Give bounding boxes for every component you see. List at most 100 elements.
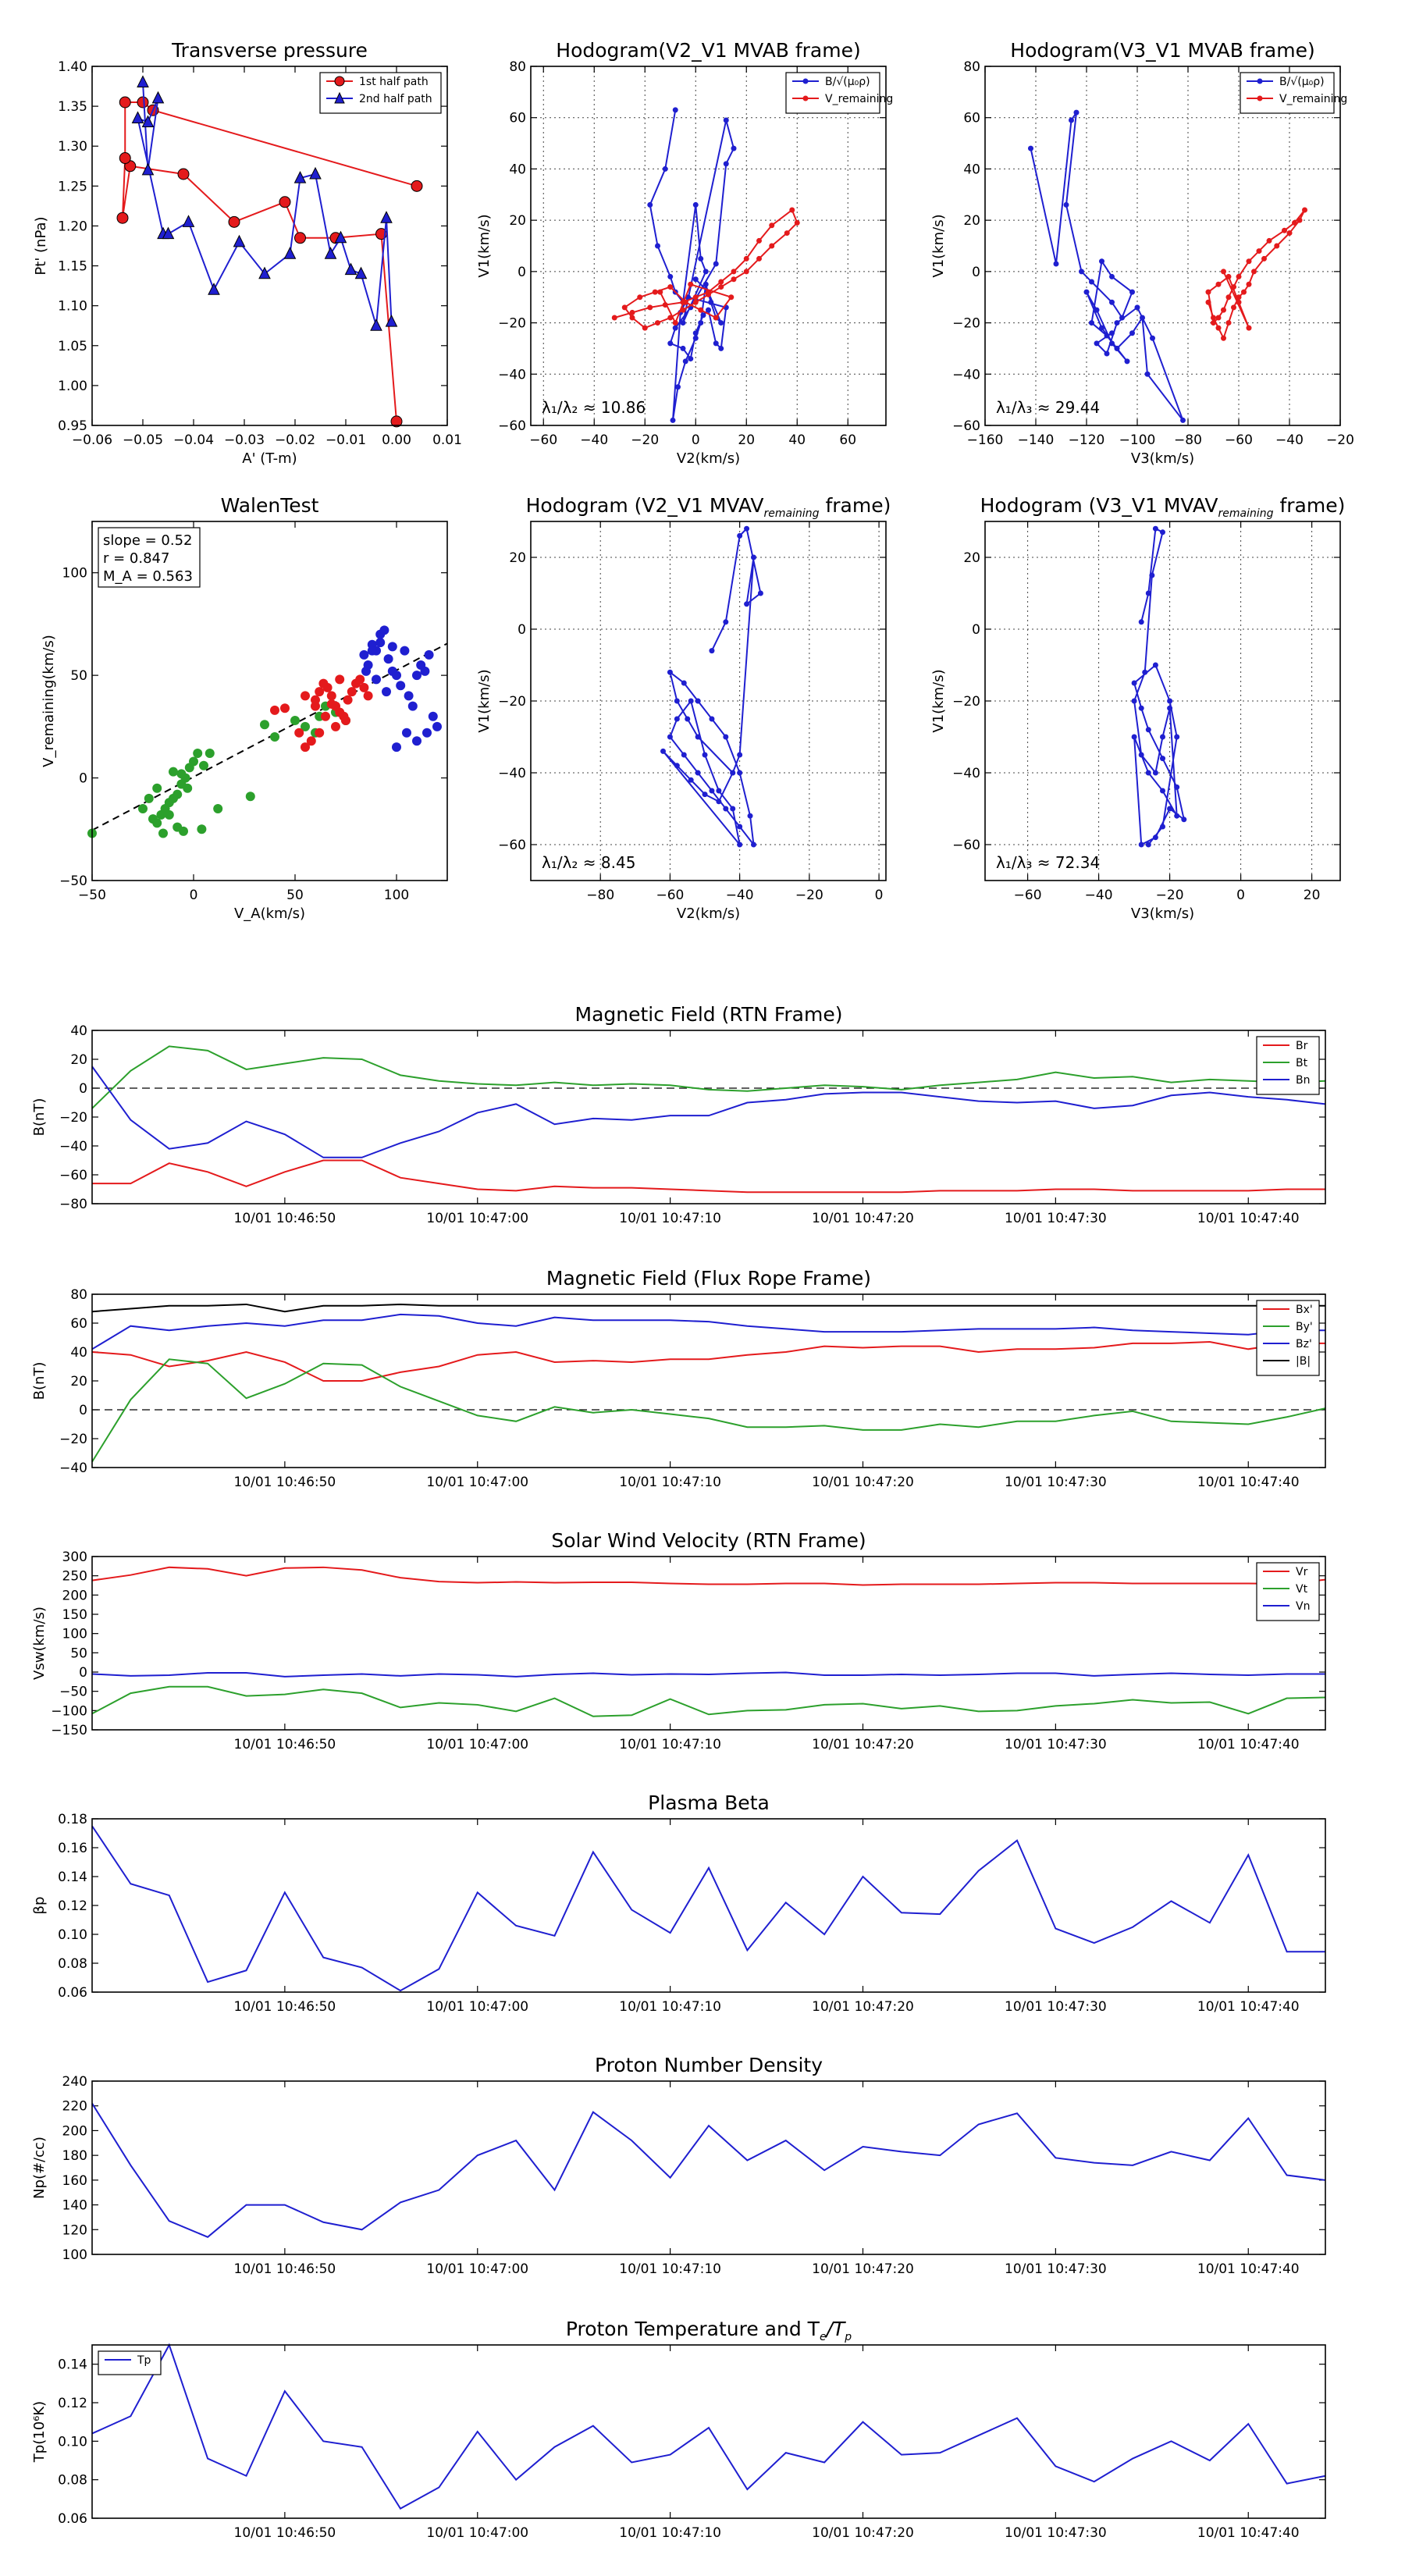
data-point bbox=[723, 734, 729, 740]
y-tick-label: 120 bbox=[62, 2222, 87, 2238]
y-tick-label: 0.18 bbox=[58, 1812, 87, 1827]
data-point bbox=[718, 345, 724, 351]
legend-label-Bt: Bt bbox=[1296, 1057, 1308, 1069]
stats-frame bbox=[98, 527, 201, 588]
series-line-Bz' bbox=[91, 1313, 1325, 1350]
plot-frame bbox=[984, 521, 1341, 881]
x-tick-label: 10/01 10:47:20 bbox=[812, 1475, 914, 1490]
legend-label-Bz': Bz' bbox=[1296, 1338, 1312, 1350]
fit-line bbox=[91, 642, 448, 831]
data-point bbox=[1160, 734, 1165, 740]
data-point bbox=[1145, 590, 1151, 596]
chart-title: Solar Wind Velocity (RTN Frame) bbox=[551, 1529, 866, 1552]
data-point bbox=[667, 340, 674, 347]
data-point bbox=[698, 320, 704, 326]
x-tick-label: −80 bbox=[1174, 432, 1202, 448]
data-point bbox=[692, 330, 699, 336]
data-point bbox=[647, 201, 653, 208]
data-point bbox=[1129, 289, 1135, 295]
y-axis-label: Vsw(km/s) bbox=[31, 1606, 48, 1680]
data-point bbox=[692, 294, 699, 301]
y-tick-label: −20 bbox=[59, 1110, 87, 1126]
legend-box bbox=[1256, 1036, 1320, 1095]
data-point bbox=[1225, 294, 1232, 301]
scatter-point bbox=[363, 691, 373, 701]
data-point bbox=[750, 554, 756, 560]
chart-title: WalenTest bbox=[221, 494, 319, 517]
data-point bbox=[1174, 734, 1180, 740]
x-tick-label: −80 bbox=[586, 888, 614, 903]
scatter-point bbox=[383, 654, 393, 664]
data-point bbox=[1152, 834, 1158, 841]
scatter-point bbox=[199, 760, 208, 770]
y-tick-label: 0.12 bbox=[58, 2396, 87, 2411]
data-point bbox=[228, 215, 240, 228]
data-point bbox=[119, 152, 131, 165]
data-point bbox=[672, 320, 678, 326]
data-point bbox=[1236, 294, 1242, 301]
data-point bbox=[119, 96, 131, 109]
legend-label-|B|: |B| bbox=[1296, 1355, 1311, 1368]
data-point bbox=[723, 619, 729, 625]
y-tick-label: −40 bbox=[59, 1139, 87, 1155]
y-tick-label: 20 bbox=[509, 550, 526, 566]
data-point bbox=[141, 115, 155, 128]
x-tick-label: 10/01 10:47:40 bbox=[1197, 2525, 1300, 2541]
data-point bbox=[1282, 227, 1287, 233]
y-tick-label: −40 bbox=[59, 1461, 87, 1476]
x-tick-label: −0.05 bbox=[123, 432, 163, 448]
data-point bbox=[692, 201, 699, 208]
data-point bbox=[1261, 255, 1267, 262]
panel-walen: −50 0 50 100 −50 0 50 100 slope = 0.52r = 0.847M… bbox=[41, 494, 448, 922]
scatter-point bbox=[315, 687, 325, 697]
plot-frame bbox=[530, 521, 887, 881]
y-axis-label: B(nT) bbox=[31, 1362, 48, 1400]
scatter-point bbox=[422, 728, 432, 738]
x-tick-label: 10/01 10:47:10 bbox=[619, 2525, 721, 2541]
x-tick-label: −120 bbox=[1069, 432, 1105, 448]
data-point bbox=[293, 170, 307, 183]
y-tick-label: 40 bbox=[70, 1345, 87, 1361]
scatter-point bbox=[326, 691, 336, 701]
scatter-point bbox=[379, 625, 389, 635]
y-tick-label: 80 bbox=[963, 59, 980, 75]
panel-mag_rtn: 10/01 10:46:50 10/01 10:47:00 10/01 10:47:… bbox=[31, 1003, 1326, 1226]
x-tick-label: 10/01 10:46:50 bbox=[234, 2525, 336, 2541]
data-point bbox=[692, 276, 699, 283]
data-point bbox=[655, 320, 660, 326]
data-point bbox=[294, 232, 306, 244]
x-tick-label: 0.01 bbox=[432, 432, 462, 448]
data-point bbox=[743, 255, 749, 262]
scatter-point bbox=[138, 804, 148, 813]
legend: B/√(μ₀ρ) V_remaining bbox=[785, 72, 893, 114]
data-point bbox=[647, 304, 653, 311]
y-tick-label: 0.08 bbox=[58, 2473, 87, 2489]
x-tick-label: 10/01 10:47:30 bbox=[1005, 2261, 1107, 2277]
data-point bbox=[642, 325, 648, 331]
x-axis-label: V_A(km/s) bbox=[234, 906, 305, 922]
scatter-point bbox=[315, 728, 325, 738]
y-tick-label: 0.10 bbox=[58, 2434, 87, 2450]
y-tick-label: 20 bbox=[963, 550, 980, 566]
legend-label-0: B/√(μ₀ρ) bbox=[1279, 76, 1325, 88]
scatter-point bbox=[294, 728, 304, 738]
scatter-point bbox=[359, 682, 369, 692]
data-point bbox=[1140, 315, 1145, 321]
x-tick-label: 10/01 10:47:30 bbox=[1005, 1211, 1107, 1226]
data-point bbox=[1150, 335, 1155, 341]
data-point bbox=[674, 698, 680, 704]
data-point bbox=[789, 207, 795, 213]
scatter-point bbox=[179, 826, 188, 836]
data-point bbox=[695, 734, 701, 740]
legend-box bbox=[1256, 1562, 1320, 1621]
x-tick-label: −40 bbox=[1085, 888, 1113, 903]
scatter-point bbox=[197, 824, 207, 834]
x-tick-label: −0.01 bbox=[325, 432, 366, 448]
x-tick-label: −0.03 bbox=[224, 432, 265, 448]
y-tick-label: 240 bbox=[62, 2074, 87, 2090]
legend-box bbox=[1240, 72, 1335, 114]
data-point bbox=[1221, 307, 1226, 313]
data-point bbox=[688, 698, 694, 704]
data-point bbox=[1073, 109, 1080, 116]
data-point bbox=[750, 841, 756, 848]
